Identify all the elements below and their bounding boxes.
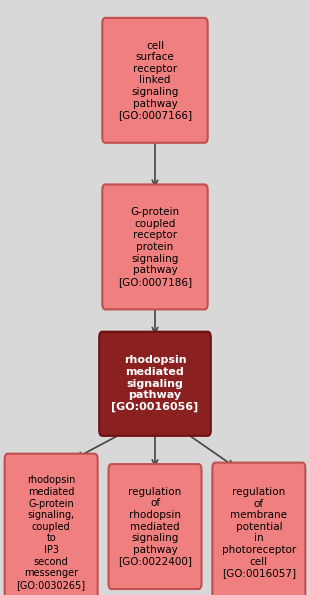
Text: G-protein
coupled
receptor
protein
signaling
pathway
[GO:0007186]: G-protein coupled receptor protein signa… bbox=[118, 207, 192, 287]
FancyBboxPatch shape bbox=[102, 18, 208, 143]
Text: rhodopsin
mediated
signaling
pathway
[GO:0016056]: rhodopsin mediated signaling pathway [GO… bbox=[111, 355, 199, 412]
Text: regulation
of
rhodopsin
mediated
signaling
pathway
[GO:0022400]: regulation of rhodopsin mediated signali… bbox=[118, 487, 192, 566]
Text: cell
surface
receptor
linked
signaling
pathway
[GO:0007166]: cell surface receptor linked signaling p… bbox=[118, 40, 192, 120]
FancyBboxPatch shape bbox=[102, 184, 208, 309]
Text: regulation
of
membrane
potential
in
photoreceptor
cell
[GO:0016057]: regulation of membrane potential in phot… bbox=[222, 487, 296, 578]
FancyBboxPatch shape bbox=[212, 463, 305, 595]
Text: rhodopsin
mediated
G-protein
signaling,
coupled
to
IP3
second
messenger
[GO:0030: rhodopsin mediated G-protein signaling, … bbox=[17, 475, 86, 590]
FancyBboxPatch shape bbox=[5, 453, 98, 595]
FancyBboxPatch shape bbox=[99, 332, 211, 436]
FancyBboxPatch shape bbox=[108, 464, 202, 589]
